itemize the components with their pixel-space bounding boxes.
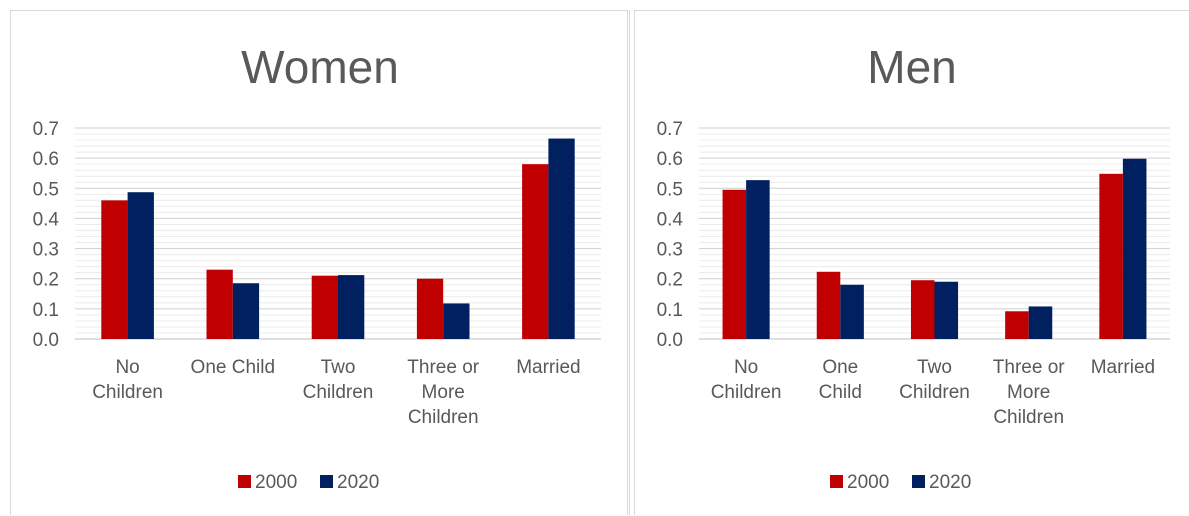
x-tick-label: No (115, 357, 139, 378)
y-tick-label: 0.7 (33, 119, 59, 140)
legend-swatch (320, 475, 333, 488)
x-tick-label: Married (516, 357, 580, 378)
chart-title: Women (241, 41, 399, 93)
bar-2000 (1005, 311, 1029, 339)
x-tick-label: More (422, 382, 465, 403)
bar-2020 (232, 283, 260, 339)
x-tick-label: Child (819, 382, 862, 403)
x-tick-label: More (1007, 382, 1050, 403)
bar-2000 (722, 189, 747, 339)
bar-2000 (416, 278, 444, 339)
bar-2000 (101, 200, 128, 339)
bar-2000 (1099, 173, 1123, 339)
y-tick-label: 0.7 (657, 119, 683, 140)
bar-2000 (910, 280, 935, 339)
x-tick-label: Three or (993, 357, 1065, 378)
bar-2020 (338, 275, 365, 339)
x-tick-label: Children (303, 382, 374, 403)
legend-label: 2020 (337, 472, 379, 493)
chart-title: Men (867, 41, 956, 93)
x-tick-label: Children (899, 382, 970, 403)
x-tick-label: Married (1091, 357, 1155, 378)
y-tick-label: 0.5 (657, 179, 683, 200)
x-tick-label: Three or (407, 357, 479, 378)
women-chart: Women 0.0 0.1 0.2 0.3 0.4 0.5 0.6 0.7 No Children O… (33, 41, 601, 493)
x-tick-label: No (734, 357, 758, 378)
legend-label: 2000 (847, 472, 889, 493)
x-tick-label: Children (711, 382, 782, 403)
panel-divider (629, 10, 630, 515)
y-tick-label: 0.2 (657, 270, 683, 291)
bar-2000 (311, 275, 338, 339)
y-tick-label: 0.1 (33, 300, 59, 321)
x-tick-label: Children (92, 382, 163, 403)
y-tick-label: 0.0 (657, 330, 683, 351)
x-tick-label: Children (993, 407, 1064, 428)
y-tick-label: 0.6 (33, 149, 59, 170)
x-tick-label: One Child (191, 357, 276, 378)
legend-swatch (830, 475, 843, 488)
bar-2000 (816, 271, 841, 339)
legend-swatch (912, 475, 925, 488)
bar-2020 (746, 180, 770, 339)
y-tick-label: 0.2 (33, 270, 59, 291)
bar-2000 (522, 164, 549, 339)
bar-2000 (206, 269, 233, 339)
x-tick-label: Two (917, 357, 952, 378)
y-tick-label: 0.1 (657, 300, 683, 321)
x-tick-label: Children (408, 407, 479, 428)
y-tick-label: 0.0 (33, 330, 59, 351)
x-tick-label: Two (321, 357, 356, 378)
y-tick-label: 0.3 (33, 240, 59, 261)
bar-2020 (127, 192, 154, 339)
women-chart-panel: Women 0.0 0.1 0.2 0.3 0.4 0.5 0.6 0.7 No Children O… (10, 10, 628, 515)
bar-2020 (1122, 158, 1147, 339)
y-tick-label: 0.5 (33, 179, 59, 200)
y-tick-label: 0.4 (657, 209, 684, 230)
men-chart-panel: Men 0.0 0.1 0.2 0.3 0.4 0.5 0.6 0.7 No Children One… (634, 10, 1189, 515)
y-tick-label: 0.3 (657, 240, 683, 261)
x-tick-label: One (822, 357, 858, 378)
y-tick-label: 0.4 (33, 209, 60, 230)
bar-2020 (548, 138, 575, 339)
men-chart: Men 0.0 0.1 0.2 0.3 0.4 0.5 0.6 0.7 No Children One… (657, 41, 1170, 493)
y-tick-label: 0.6 (657, 149, 683, 170)
legend-label: 2000 (255, 472, 297, 493)
bar-2020 (443, 303, 470, 339)
bar-2020 (840, 284, 864, 339)
legend-label: 2020 (929, 472, 971, 493)
bar-2020 (1028, 306, 1053, 339)
legend-swatch (238, 475, 251, 488)
bar-2020 (934, 281, 959, 339)
